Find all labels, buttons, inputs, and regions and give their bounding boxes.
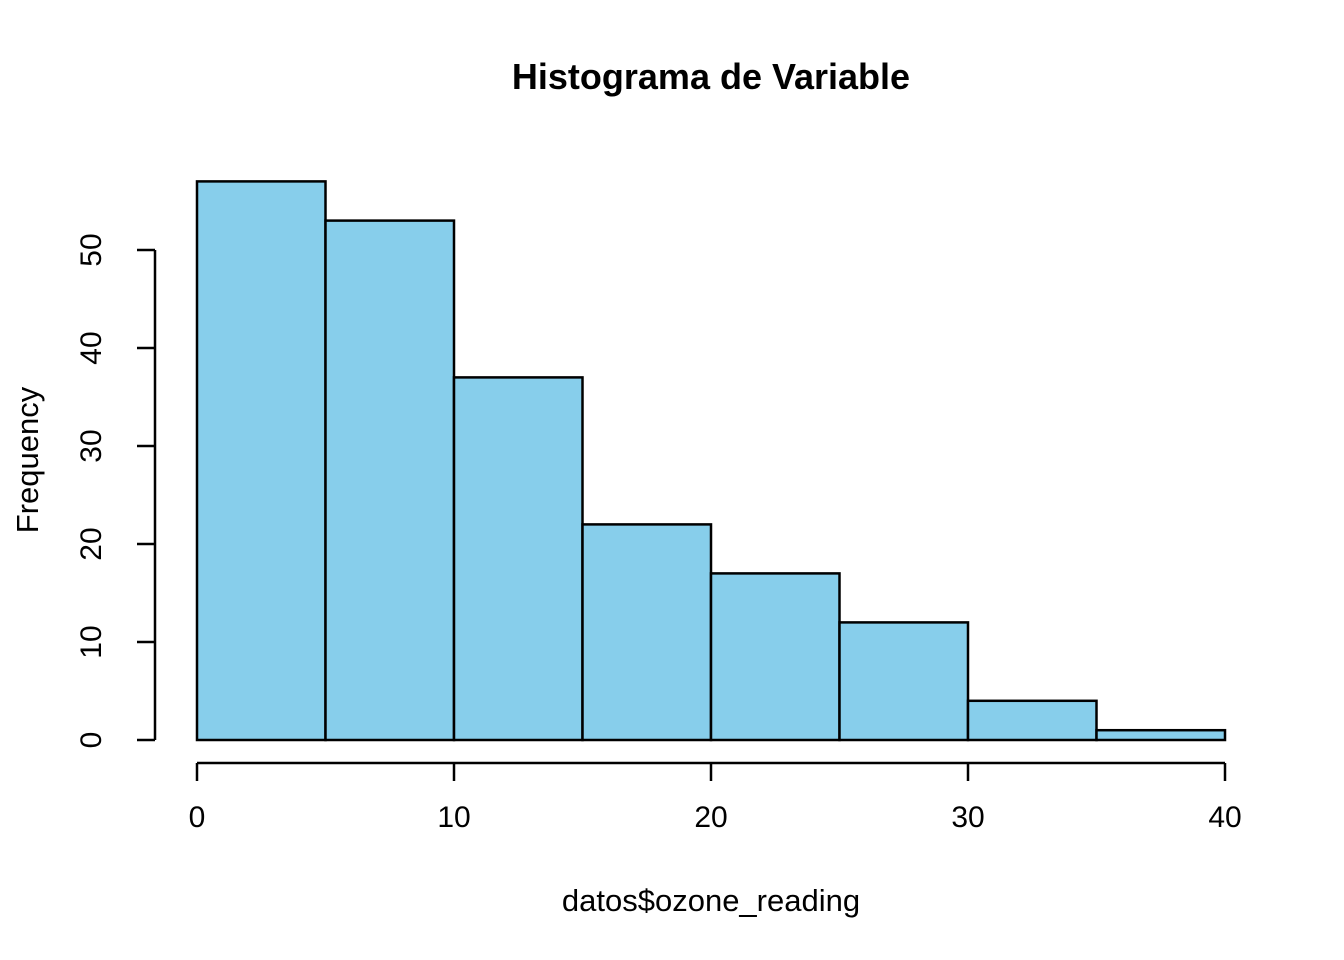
histogram-bar [1095, 728, 1227, 742]
histogram-bar [452, 376, 584, 742]
y-tick-label: 40 [75, 331, 108, 364]
x-axis-label: datos$ozone_reading [562, 883, 860, 918]
x-tick-label: 20 [694, 801, 727, 834]
histogram-bar [581, 523, 713, 742]
histogram-bar [324, 219, 456, 742]
y-tick-label: 50 [75, 233, 108, 266]
histogram-bar [195, 180, 327, 742]
histogram-bar [838, 621, 970, 742]
x-tick-label: 10 [437, 801, 470, 834]
bars-group [195, 180, 1227, 742]
y-tick-label: 0 [75, 732, 108, 749]
y-tick-label: 10 [75, 625, 108, 658]
y-axis: 0 10 20 30 40 50 [75, 233, 157, 749]
x-axis: 0 10 20 30 40 [189, 761, 1242, 834]
x-tick-label: 30 [951, 801, 984, 834]
y-axis-label: Frequency [10, 386, 45, 533]
histogram-bar [966, 699, 1098, 742]
y-tick-label: 20 [75, 527, 108, 560]
chart-title: Histograma de Variable [512, 56, 910, 97]
y-tick-label: 30 [75, 429, 108, 462]
histogram-bar [709, 572, 841, 742]
x-tick-label: 40 [1208, 801, 1241, 834]
x-tick-label: 0 [189, 801, 206, 834]
